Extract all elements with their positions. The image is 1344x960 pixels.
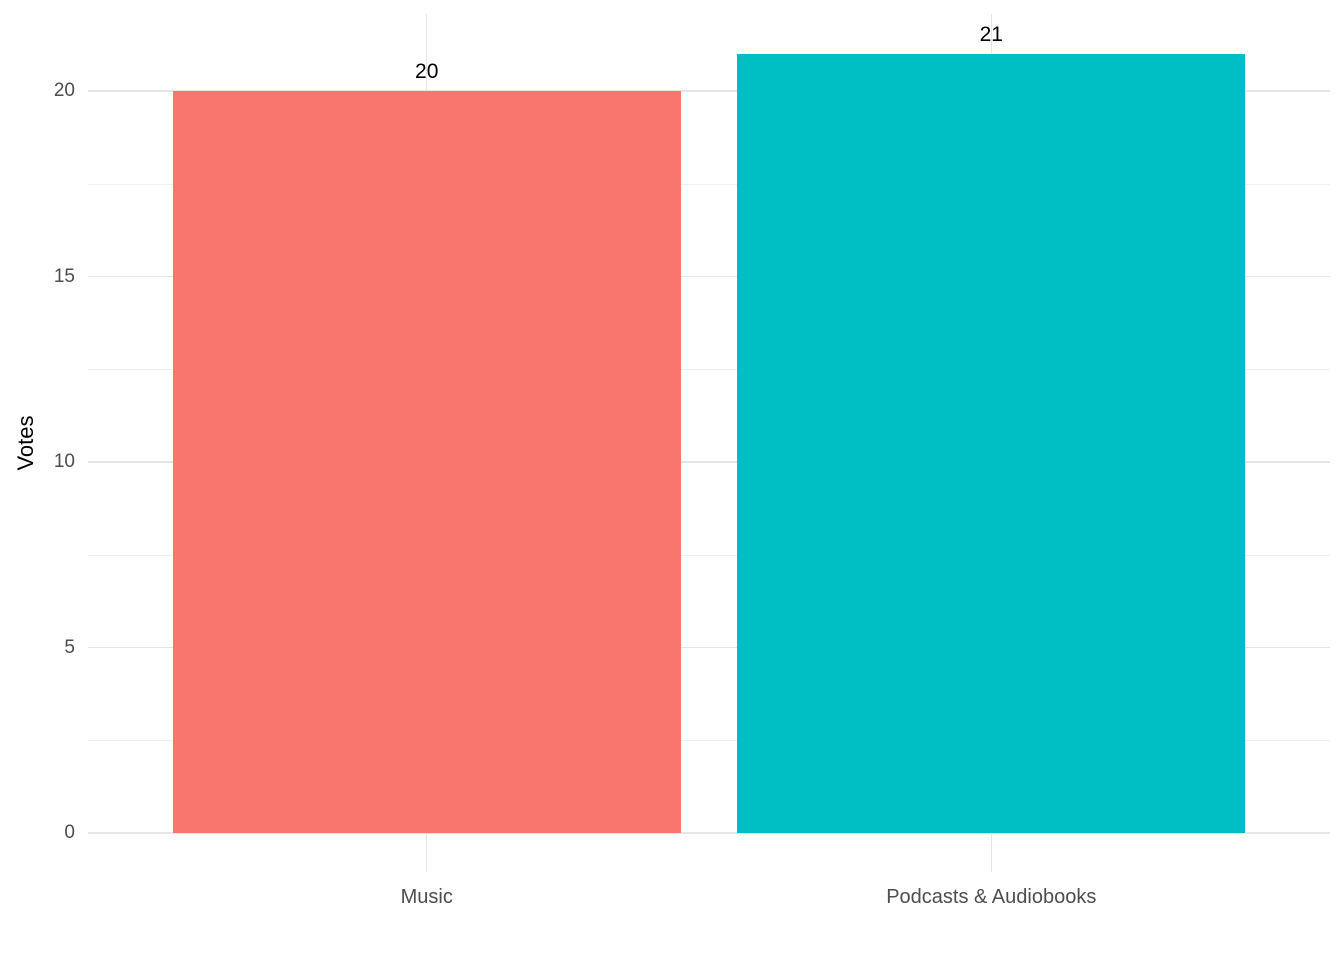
bar: [172, 91, 681, 833]
plot-panel: [88, 14, 1330, 872]
bar-value-label: 20: [415, 60, 439, 83]
gridline-major-horizontal: [88, 832, 1330, 834]
bar-value-label: 21: [979, 22, 1003, 46]
gridline-minor-horizontal: [88, 740, 1330, 742]
x-category-label: Podcasts & Audiobooks: [886, 886, 1097, 908]
gridline-major-horizontal: [88, 461, 1330, 463]
gridline-major-horizontal: [88, 90, 1330, 92]
bar: [737, 53, 1246, 833]
gridline-minor-horizontal: [88, 369, 1330, 371]
gridline-minor-horizontal: [88, 554, 1330, 556]
x-category-label: Music: [400, 886, 453, 908]
gridline-major-horizontal: [88, 275, 1330, 277]
gridline-minor-horizontal: [88, 183, 1330, 185]
y-tick-label: 10: [53, 451, 75, 472]
gridline-major-horizontal: [88, 646, 1330, 648]
y-tick-label: 0: [64, 822, 75, 843]
y-tick-label: 20: [53, 80, 75, 101]
y-tick-label: 15: [53, 265, 75, 287]
y-tick-label: 5: [64, 636, 75, 658]
